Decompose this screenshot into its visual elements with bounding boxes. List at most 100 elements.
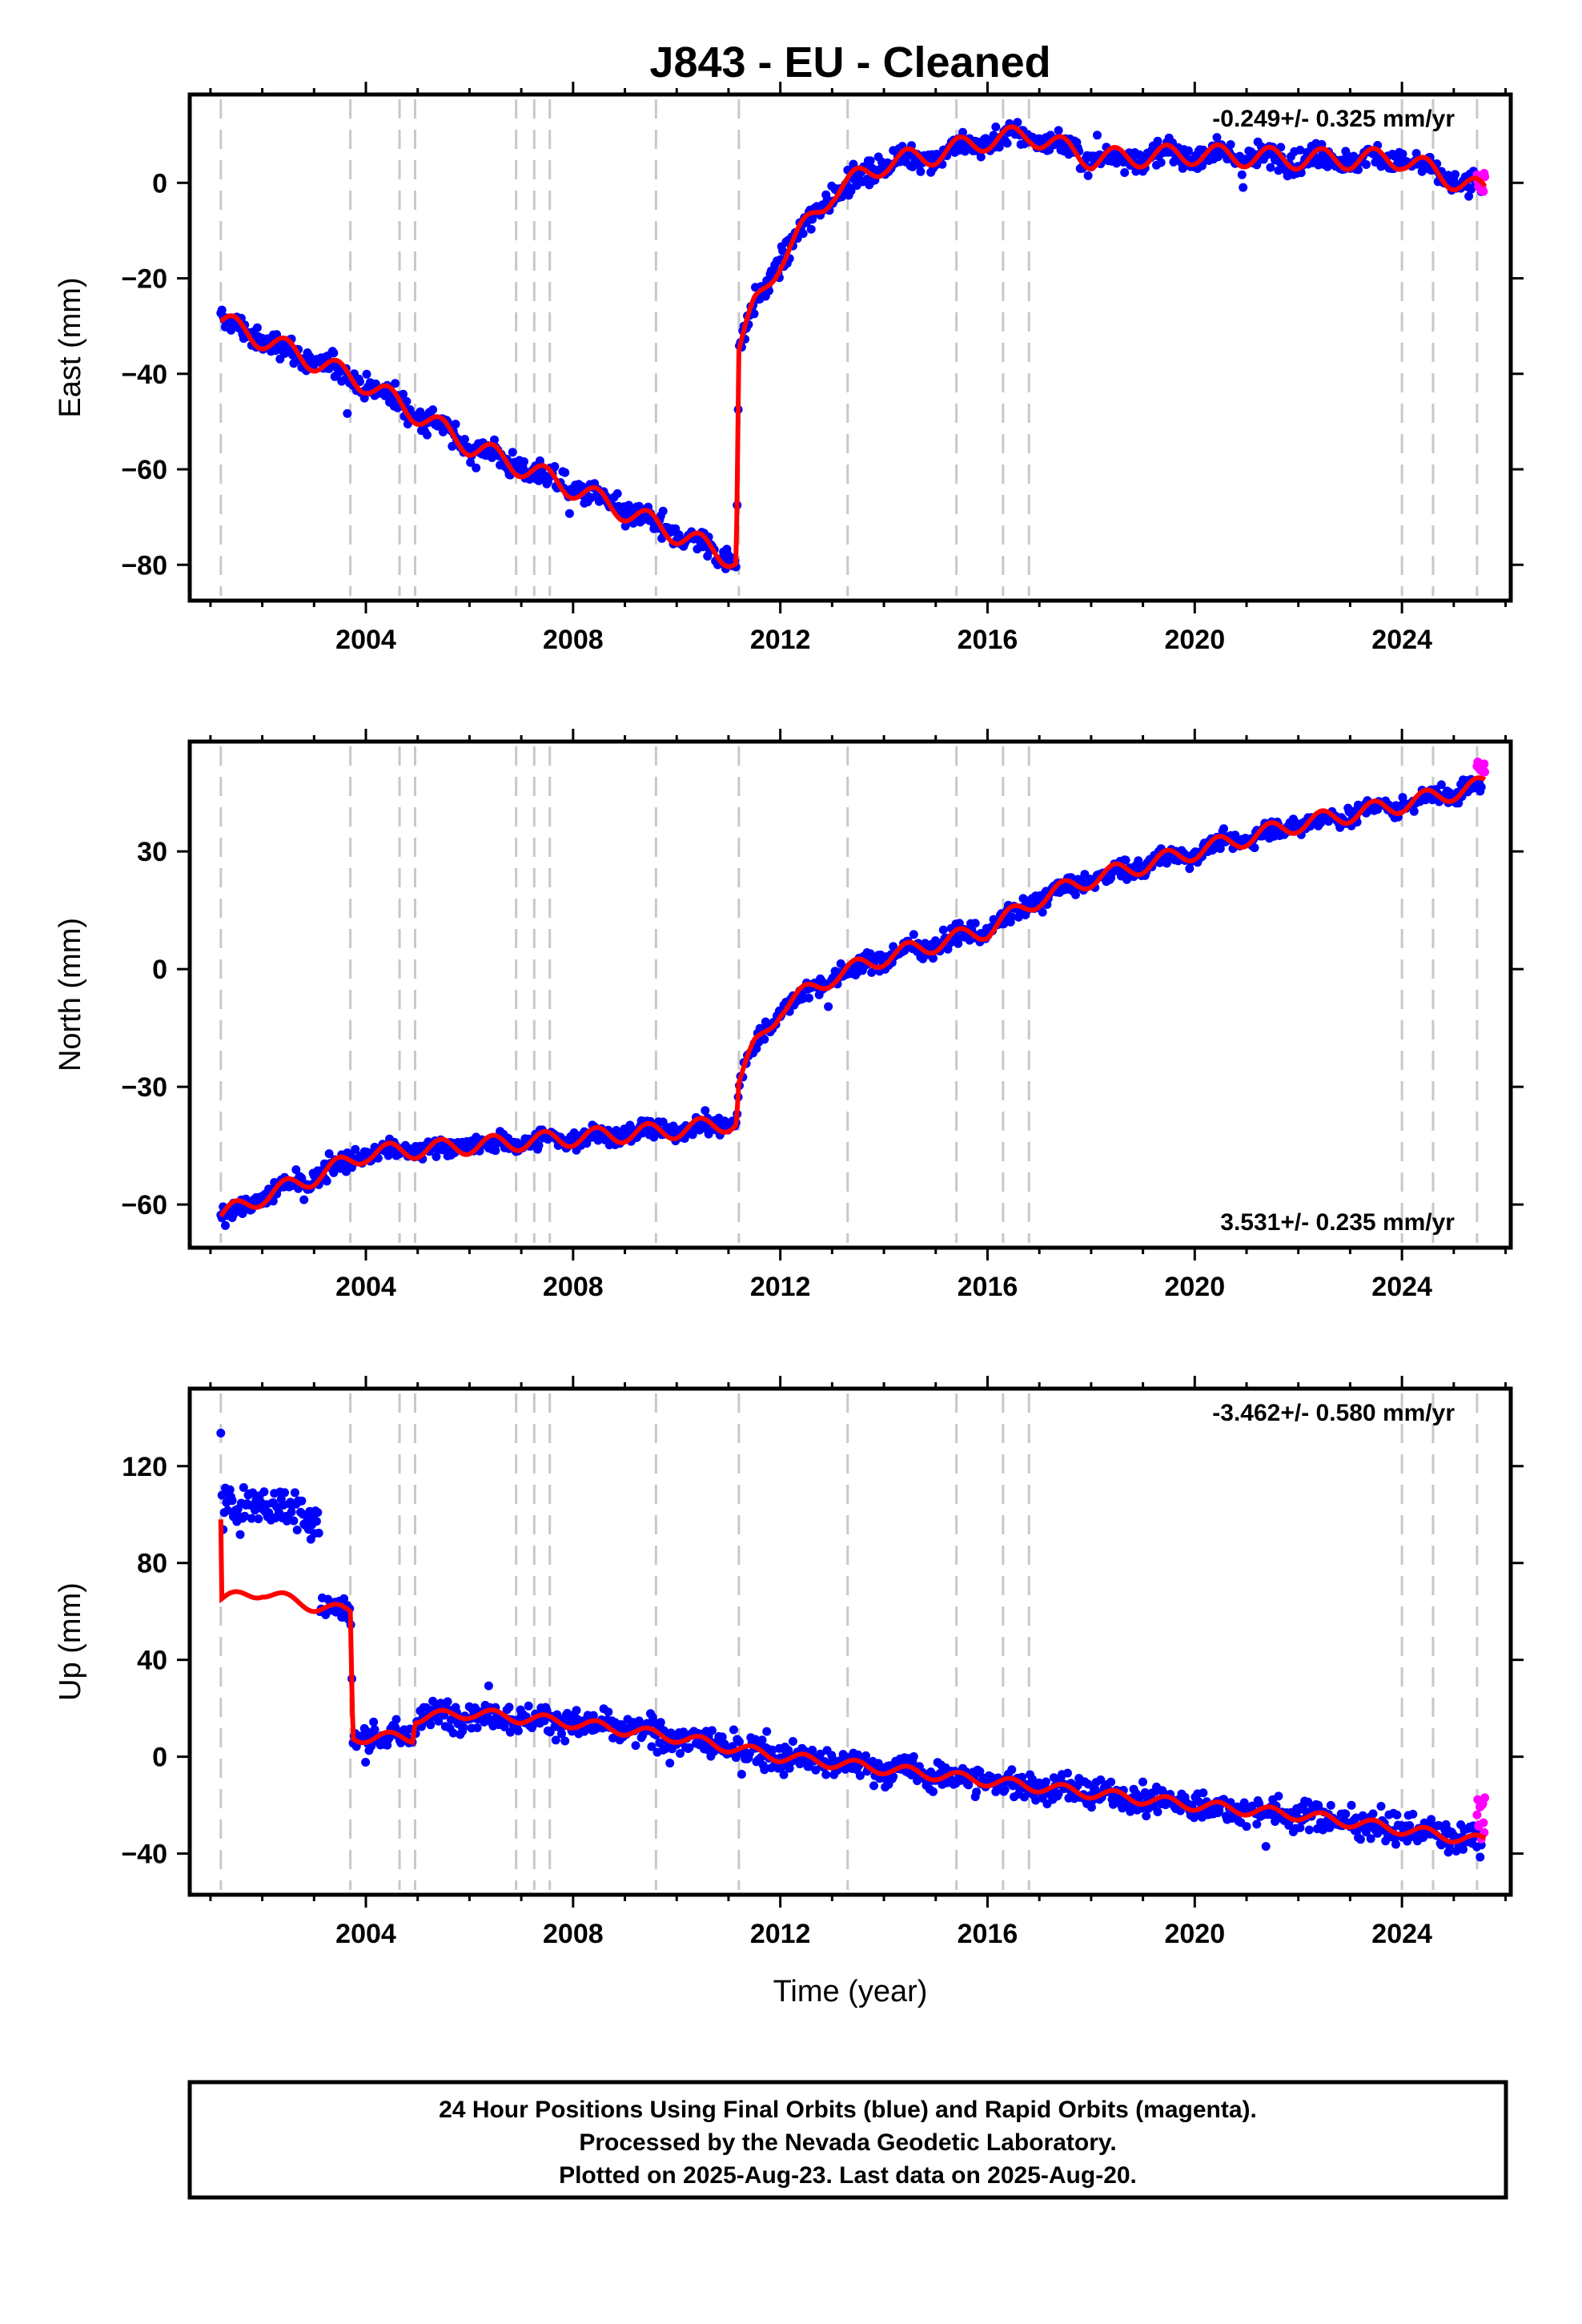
final-orbit-point <box>391 1723 400 1732</box>
final-orbit-point <box>1199 1788 1208 1798</box>
x-tick-label: 2024 <box>1371 1272 1432 1302</box>
final-orbit-point <box>423 430 432 440</box>
final-orbit-point <box>297 1173 307 1183</box>
x-tick-label: 2016 <box>958 625 1018 655</box>
footer-border <box>187 2080 1508 2200</box>
x-tick-label: 2020 <box>1164 1919 1225 1949</box>
rate-label: -3.462+/- 0.580 mm/yr <box>1212 1400 1455 1426</box>
final-orbit-point <box>788 1737 797 1746</box>
final-orbit-point <box>1000 1785 1010 1795</box>
final-orbit-point <box>227 1496 237 1506</box>
final-orbit-point <box>1347 1800 1356 1810</box>
rapid-orbit-point <box>1480 767 1490 777</box>
final-orbit-point <box>1219 824 1228 834</box>
final-orbit-point <box>1366 1834 1375 1844</box>
final-orbit-point <box>1351 1813 1361 1823</box>
y-axis-label: Up (mm) <box>54 1582 87 1701</box>
final-orbit-point <box>329 348 339 358</box>
final-orbit-point <box>806 224 816 234</box>
final-orbit-point <box>1121 855 1130 865</box>
x-tick-label: 2008 <box>543 1919 604 1949</box>
rapid-orbit-point <box>1480 1793 1490 1803</box>
final-orbit-point <box>1362 160 1371 169</box>
rate-label: -0.249+/- 0.325 mm/yr <box>1212 106 1455 132</box>
final-orbit-point <box>472 1723 482 1732</box>
final-orbit-point <box>938 925 948 935</box>
final-orbit-point <box>1341 1809 1351 1819</box>
y-tick-label: −60 <box>121 455 167 485</box>
final-orbit-point <box>816 1749 825 1759</box>
chart-title: J843 - EU - Cleaned <box>649 38 1050 86</box>
final-orbit-point <box>588 1711 598 1720</box>
final-orbit-point <box>355 377 364 387</box>
plot-frame <box>187 92 1513 603</box>
final-orbit-point <box>572 1706 581 1715</box>
final-orbit-point <box>1391 1839 1400 1849</box>
final-orbit-point <box>1304 1825 1314 1835</box>
final-orbit-point <box>861 1751 870 1760</box>
final-orbit-point <box>929 1787 938 1796</box>
final-orbit-point <box>324 1149 334 1159</box>
final-orbit-point <box>311 1517 321 1526</box>
final-orbit-point <box>1007 912 1017 922</box>
footer-line-2: Processed by the Nevada Geodetic Laborat… <box>579 2129 1116 2156</box>
y-tick-label: −80 <box>121 550 167 581</box>
final-orbit-point <box>634 1716 644 1726</box>
up-panel: 2004 2008 2012 2016 2020 2024 −40 0 40 80 120 Up (m… <box>54 1376 1524 1949</box>
final-orbit-point <box>391 379 400 388</box>
final-orbit-point <box>361 1758 371 1767</box>
final-orbit-point <box>513 1726 523 1735</box>
plot-frame <box>187 1386 1513 1897</box>
final-orbit-point <box>460 435 469 444</box>
final-orbit-point <box>534 1140 544 1150</box>
rapid-orbit-points <box>1472 758 1490 777</box>
final-orbit-point <box>889 1772 898 1781</box>
y-tick-label: 120 <box>122 1452 167 1482</box>
final-orbit-point <box>1398 149 1407 159</box>
rapid-orbit-point <box>1479 187 1488 196</box>
final-orbit-point <box>448 1728 458 1738</box>
final-orbit-point <box>970 919 980 928</box>
final-orbit-point <box>1368 1809 1378 1819</box>
final-orbit-point <box>1250 843 1259 853</box>
x-axis-label: Time (year) <box>773 1975 928 2008</box>
y-tick-label: 80 <box>137 1549 167 1579</box>
final-orbit-point <box>836 959 845 968</box>
final-orbit-point <box>1242 1822 1251 1831</box>
final-orbit-point <box>426 1720 436 1730</box>
final-orbit-point <box>1156 158 1166 167</box>
final-orbit-point <box>1093 131 1102 140</box>
final-orbit-point <box>299 1195 309 1204</box>
final-orbit-point <box>768 1745 777 1755</box>
final-orbit-point <box>1153 1807 1162 1816</box>
final-orbit-point <box>459 1723 468 1732</box>
final-orbit-point <box>665 1759 675 1768</box>
y-tick-label: 0 <box>152 955 167 985</box>
final-orbit-point <box>1295 1823 1305 1832</box>
final-orbit-point <box>707 1726 717 1735</box>
final-orbit-point <box>991 123 1001 131</box>
final-orbit-point <box>290 1488 299 1498</box>
final-orbit-point <box>867 967 877 977</box>
final-orbit-point <box>1464 191 1474 201</box>
final-orbit-point <box>1071 890 1080 899</box>
final-orbit-point <box>221 1220 230 1230</box>
final-orbit-point <box>808 1745 817 1755</box>
final-orbit-point <box>1408 1809 1418 1819</box>
final-orbit-point <box>508 448 517 457</box>
final-orbit-point <box>235 1530 245 1539</box>
final-orbit-point <box>248 1488 258 1498</box>
final-orbit-point <box>466 458 476 467</box>
final-orbit-point <box>322 1176 331 1186</box>
rapid-orbit-point <box>1480 172 1490 182</box>
plot-area <box>216 99 1490 596</box>
final-orbit-point <box>1038 907 1047 917</box>
final-orbit-point <box>972 1787 982 1797</box>
x-tick-label: 2016 <box>958 1919 1018 1949</box>
plot-frame <box>187 739 1513 1250</box>
x-tick-label: 2024 <box>1371 625 1432 655</box>
final-orbit-point <box>491 1146 500 1156</box>
final-orbit-point <box>656 1718 665 1727</box>
final-orbit-point <box>1063 1768 1072 1778</box>
final-orbit-point <box>428 405 438 415</box>
